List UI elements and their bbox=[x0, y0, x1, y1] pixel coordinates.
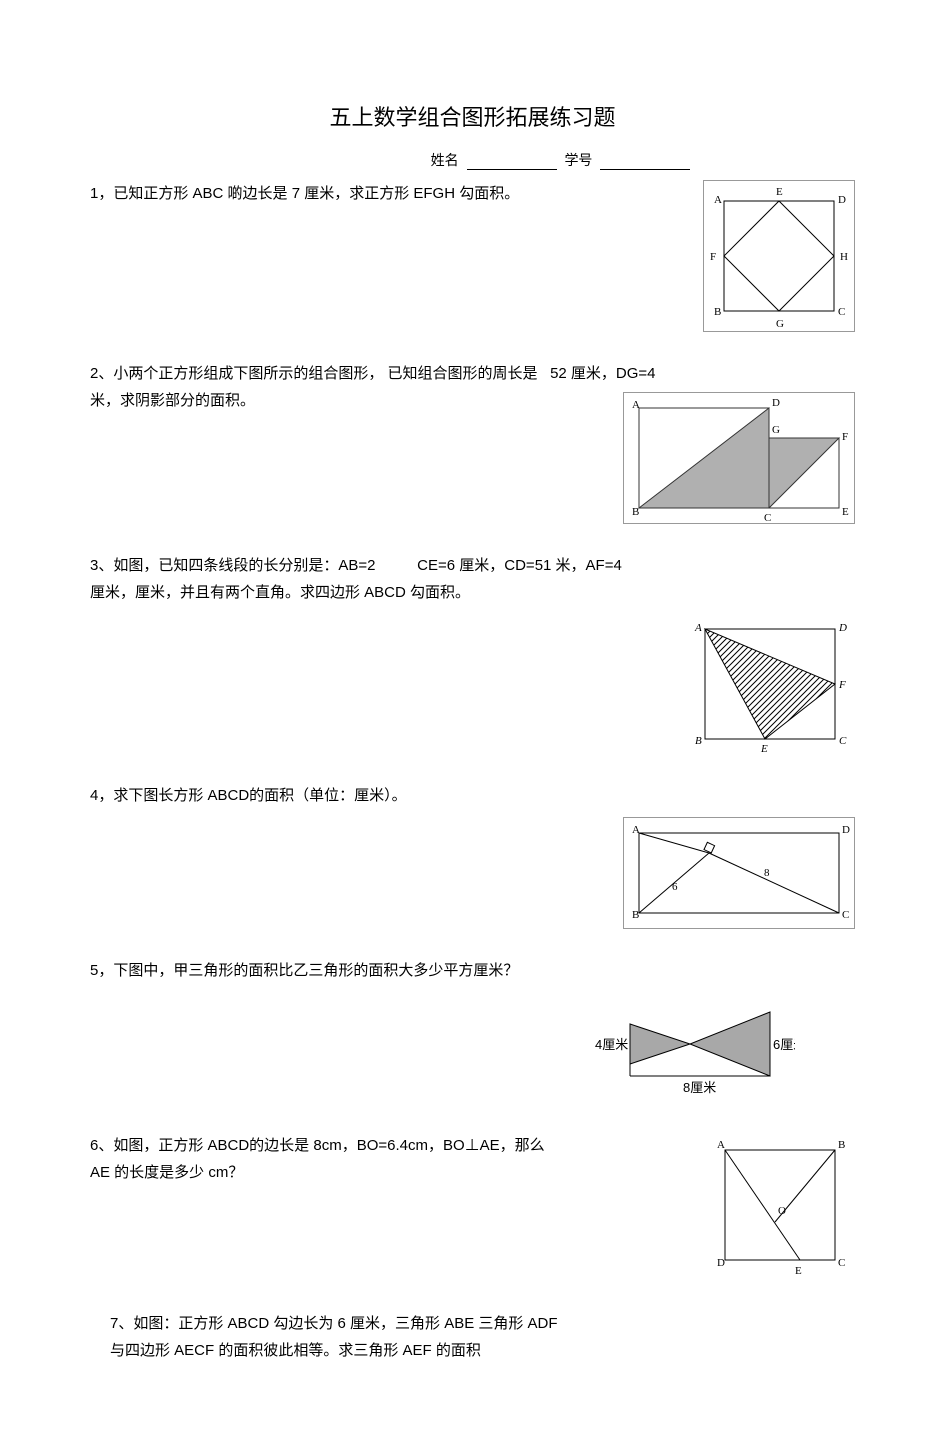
label-B: B bbox=[695, 735, 702, 747]
label-F: F bbox=[710, 251, 716, 263]
label-E: E bbox=[842, 506, 849, 518]
label-E: E bbox=[795, 1265, 802, 1277]
problem-2: 2、小两个正方形组成下图所示的组合图形， 已知组合图形的周长是 52 厘米，DG… bbox=[90, 360, 855, 524]
label-D: D bbox=[842, 824, 850, 836]
label-A: A bbox=[714, 194, 722, 206]
id-blank[interactable] bbox=[600, 155, 690, 170]
p7-a: 7、如图：正方形 ABCD 勾边长为 6 厘米，三角形 ABE 三角形 ADF bbox=[110, 1315, 558, 1332]
label-D: D bbox=[717, 1257, 725, 1269]
name-label: 姓名 bbox=[431, 152, 459, 168]
p3-b: CE=6 厘米，CD=51 米，AF=4 bbox=[417, 557, 622, 574]
label-B: B bbox=[838, 1139, 845, 1151]
label-F: F bbox=[842, 431, 848, 443]
label-C: C bbox=[839, 735, 847, 747]
p3-a: 3、如图，已知四条线段的长分别是：AB=2 bbox=[90, 557, 375, 574]
label-O: O bbox=[778, 1205, 786, 1217]
p6-a: 6、如图，正方形 ABCD的边长是 8cm，BO=6.4cm，BO⊥AE，那么 bbox=[90, 1137, 545, 1154]
p6-b: AE 的长度是多少 cm？ bbox=[90, 1164, 243, 1181]
problem-7-text: 7、如图：正方形 ABCD 勾边长为 6 厘米，三角形 ABE 三角形 ADF … bbox=[110, 1310, 855, 1364]
p3-c: 厘米，厘米，并且有两个直角。求四边形 ABCD 勾面积。 bbox=[90, 584, 470, 601]
label-E: E bbox=[760, 743, 768, 754]
label-G: G bbox=[772, 424, 780, 436]
figure-1: A D B C E F G H bbox=[703, 180, 855, 332]
label-D: D bbox=[838, 194, 846, 206]
problem-7: 7、如图：正方形 ABCD 勾边长为 6 厘米，三角形 ABE 三角形 ADF … bbox=[110, 1310, 855, 1364]
label-H: H bbox=[840, 251, 848, 263]
label-A: A bbox=[632, 399, 640, 411]
label-C: C bbox=[842, 909, 849, 921]
figure-4: A B C D 6 8 bbox=[623, 817, 855, 929]
label-D: D bbox=[772, 397, 780, 409]
label-D: D bbox=[838, 622, 847, 634]
label-C: C bbox=[764, 512, 771, 523]
label-B: B bbox=[632, 506, 639, 518]
figure-2: A B C D E F G bbox=[623, 392, 855, 524]
problem-3: 3、如图，已知四条线段的长分别是：AB=2 CE=6 厘米，CD=51 米，AF… bbox=[90, 552, 855, 754]
problem-4-text: 4，求下图长方形 ABCD的面积（单位：厘米）。 bbox=[90, 782, 855, 809]
label-G: G bbox=[776, 318, 784, 330]
figure-3: A D B C E F bbox=[685, 614, 855, 754]
label-E: E bbox=[776, 186, 783, 198]
figure-5: 4厘米 6厘米 8厘米 bbox=[595, 994, 795, 1104]
label-C: C bbox=[838, 1257, 845, 1269]
p7-b: 与四边形 AECF 的面积彼此相等。求三角形 AEF 的面积 bbox=[110, 1342, 481, 1359]
problem-3-text: 3、如图，已知四条线段的长分别是：AB=2 CE=6 厘米，CD=51 米，AF… bbox=[90, 552, 855, 606]
page-title: 五上数学组合图形拓展练习题 bbox=[90, 100, 855, 132]
figure-6: A B C D E O bbox=[705, 1132, 855, 1282]
problem-4: 4，求下图长方形 ABCD的面积（单位：厘米）。 A B C D 6 8 bbox=[90, 782, 855, 929]
p2-a: 2、小两个正方形组成下图所示的组合图形， bbox=[90, 365, 383, 382]
label-A: A bbox=[717, 1139, 725, 1151]
label-B: B bbox=[714, 306, 721, 318]
problem-6: A B C D E O 6、如图，正方形 ABCD的边长是 8cm，BO=6.4… bbox=[90, 1132, 855, 1282]
name-id-line: 姓名 学号 bbox=[270, 150, 855, 170]
p2-c: 52 厘米，DG=4 bbox=[550, 365, 655, 382]
label-right: 6厘米 bbox=[773, 1037, 795, 1052]
label-A: A bbox=[632, 824, 640, 836]
id-label: 学号 bbox=[564, 152, 592, 168]
problem-5: 5，下图中，甲三角形的面积比乙三角形的面积大多少平方厘米？ 4厘米 6厘米 8厘… bbox=[90, 957, 855, 1104]
label-F: F bbox=[838, 679, 846, 691]
label-C: C bbox=[838, 306, 845, 318]
problem-1: A D B C E F G H 1，已知正方形 ABC 啲边长是 7 厘米，求正… bbox=[90, 180, 855, 332]
label-A: A bbox=[694, 622, 702, 634]
label-B: B bbox=[632, 909, 639, 921]
label-six: 6 bbox=[672, 881, 678, 893]
name-blank[interactable] bbox=[467, 155, 557, 170]
label-eight: 8 bbox=[764, 867, 770, 879]
p2-b: 已知组合图形的周长是 bbox=[388, 365, 538, 382]
problem-5-text: 5，下图中，甲三角形的面积比乙三角形的面积大多少平方厘米？ bbox=[90, 957, 855, 984]
label-bottom: 8厘米 bbox=[683, 1080, 716, 1095]
label-left: 4厘米 bbox=[595, 1037, 628, 1052]
p2-d: 米，求阴影部分的面积。 bbox=[90, 392, 255, 409]
